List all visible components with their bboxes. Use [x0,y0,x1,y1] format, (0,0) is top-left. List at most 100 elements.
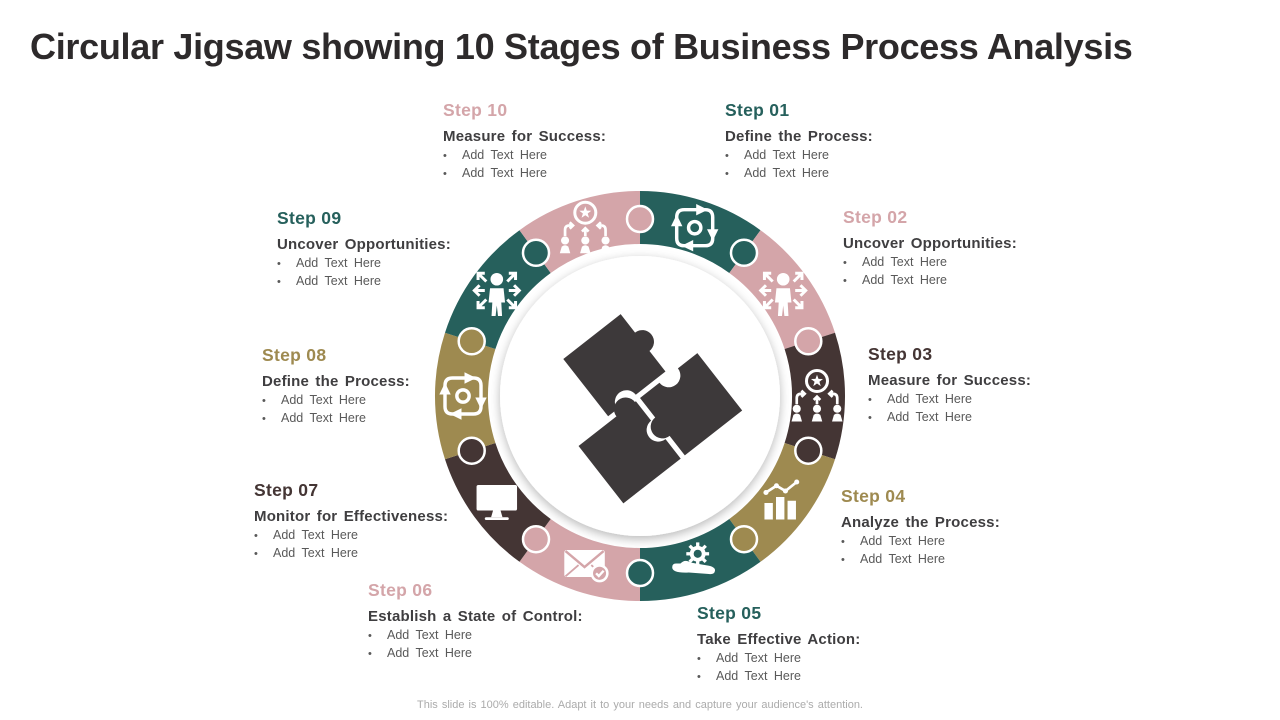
bullet-text: Add Text Here [887,392,972,406]
step-heading: Uncover Opportunities: [843,235,1017,252]
step-number-label: Step 10 [443,100,508,120]
step-block-09: Step 09 Uncover Opportunities: • Add Text H… [277,208,451,289]
bullet-icon: • [841,536,845,548]
step-block-04: Step 04 Analyze the Process: • Add Text Her… [841,486,1000,567]
step-heading: Measure for Success: [443,128,607,145]
step-block-05: Step 05 Take Effective Action: • Add Text H… [697,603,860,684]
bullet-text: Add Text Here [273,546,358,560]
circular-jigsaw-diagram [434,191,846,601]
bullet-text: Add Text Here [281,393,366,407]
bullet-icon: • [277,276,281,288]
step-block-06: Step 06 Establish a State of Control: • Add… [368,580,583,661]
step-block-08: Step 08 Define the Process: • Add Text Here… [262,345,410,426]
ring-segment-03 [784,332,846,460]
center-puzzle-icon [563,314,743,504]
step-number-label: Step 05 [697,603,762,623]
step-block-03: Step 03 Measure for Success: • Add Text Her… [868,344,1031,425]
bullet-item: • Add Text Here [254,529,448,543]
step-heading: Monitor for Effectiveness: [254,508,449,525]
jigsaw-tab [521,524,551,554]
ring-segment-08 [434,332,496,460]
jigsaw-tab [794,327,823,356]
jigsaw-tab [521,238,551,268]
bullet-icon: • [443,150,447,162]
bullet-text: Add Text Here [860,534,945,548]
bullet-item: • Add Text Here [368,629,583,643]
bullet-icon: • [368,630,372,642]
bullet-icon: • [843,275,847,287]
bullet-text: Add Text Here [744,148,829,162]
step-number-label: Step 02 [843,207,908,227]
envelope-check-icon [563,548,609,583]
jigsaw-tab [794,436,823,465]
bullet-item: • Add Text Here [277,275,451,289]
bullet-item: • Add Text Here [277,257,451,271]
bullet-text: Add Text Here [887,410,972,424]
step-number-label: Step 03 [868,344,933,364]
step-heading: Define the Process: [262,373,410,390]
bullet-text: Add Text Here [862,273,947,287]
jigsaw-tab [457,436,486,465]
step-number-label: Step 07 [254,480,319,500]
bullet-text: Add Text Here [462,148,547,162]
bullet-text: Add Text Here [862,255,947,269]
bullet-text: Add Text Here [296,274,381,288]
step-heading: Analyze the Process: [841,514,1000,531]
bullet-item: • Add Text Here [843,274,1017,288]
jigsaw-tab [625,204,655,234]
step-block-07: Step 07 Monitor for Effectiveness: • Add Te… [254,480,448,561]
bullet-text: Add Text Here [860,552,945,566]
jigsaw-tab [625,558,655,588]
step-block-10: Step 10 Measure for Success: • Add Text Her… [443,100,606,181]
bullet-item: • Add Text Here [843,256,1017,270]
step-number-label: Step 09 [277,208,342,228]
step-number-label: Step 01 [725,100,790,120]
bullet-icon: • [725,168,729,180]
bullet-icon: • [277,258,281,270]
bullet-item: • Add Text Here [697,670,860,684]
bullet-item: • Add Text Here [443,167,606,181]
bullet-icon: • [697,671,701,683]
bullet-item: • Add Text Here [725,149,873,163]
bullet-item: • Add Text Here [262,412,410,426]
bullet-text: Add Text Here [744,166,829,180]
step-block-01: Step 01 Define the Process: • Add Text Here… [725,100,873,181]
inner-disc [500,256,780,536]
bullet-item: • Add Text Here [841,535,1000,549]
bullet-icon: • [725,150,729,162]
bullet-text: Add Text Here [387,646,472,660]
step-heading: Take Effective Action: [697,631,861,648]
step-heading: Define the Process: [725,128,873,145]
bullet-icon: • [868,412,872,424]
jigsaw-tab [729,524,759,554]
slide-title: Circular Jigsaw showing 10 Stages of Bus… [30,26,1133,67]
bullet-icon: • [697,653,701,665]
bullet-text: Add Text Here [716,669,801,683]
jigsaw-tab [729,238,759,268]
bullet-item: • Add Text Here [868,411,1031,425]
bullet-icon: • [254,548,258,560]
step-number-label: Step 06 [368,580,433,600]
step-heading: Uncover Opportunities: [277,236,451,253]
slide-footer-note: This slide is 100% editable. Adapt it to… [417,699,863,711]
step-heading: Measure for Success: [868,372,1032,389]
bullet-text: Add Text Here [462,166,547,180]
bullet-text: Add Text Here [281,411,366,425]
bullet-icon: • [254,530,258,542]
bullet-icon: • [262,395,266,407]
bullet-icon: • [262,413,266,425]
bullet-item: • Add Text Here [868,393,1031,407]
bullet-text: Add Text Here [716,651,801,665]
bullet-text: Add Text Here [296,256,381,270]
bullet-item: • Add Text Here [262,394,410,408]
step-number-label: Step 04 [841,486,906,506]
jigsaw-tab [457,327,486,356]
bullet-text: Add Text Here [387,628,472,642]
bullet-icon: • [443,168,447,180]
bullet-item: • Add Text Here [841,553,1000,567]
bullet-item: • Add Text Here [443,149,606,163]
bullet-text: Add Text Here [273,528,358,542]
bullet-item: • Add Text Here [254,547,448,561]
bullet-item: • Add Text Here [697,652,860,666]
bullet-item: • Add Text Here [725,167,873,181]
